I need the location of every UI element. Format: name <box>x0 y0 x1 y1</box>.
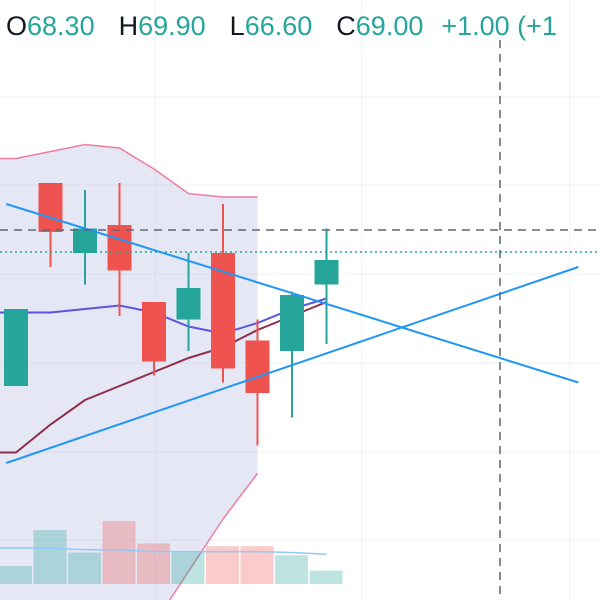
open-value: 68.30 <box>27 11 95 41</box>
candle <box>314 228 339 344</box>
volume-ma-line <box>0 547 327 556</box>
candle-body <box>280 295 304 351</box>
candle <box>245 319 270 446</box>
volume-bar <box>275 555 308 584</box>
volume-bar <box>171 552 205 584</box>
trend-line <box>6 266 579 464</box>
volume-bar <box>33 530 67 584</box>
volume-bar <box>206 546 239 584</box>
close-value: 69.00 <box>355 11 424 41</box>
high-value: 69.90 <box>138 11 206 41</box>
candle <box>176 253 201 351</box>
candle-body <box>107 225 132 271</box>
candle-body <box>314 260 339 285</box>
candle <box>4 309 28 386</box>
candle <box>73 190 97 285</box>
candle-body <box>4 309 28 386</box>
change-value: +1.00 (+1 <box>441 11 557 41</box>
candle-body <box>176 288 201 320</box>
bollinger-lower-line <box>153 473 259 600</box>
open-label: O <box>6 11 28 41</box>
bollinger-upper-line <box>0 143 258 198</box>
high-label: H <box>118 11 139 41</box>
volume-bar <box>0 566 32 584</box>
low-label: L <box>229 11 245 41</box>
volume-bar <box>102 521 136 584</box>
low-value: 66.60 <box>244 11 313 41</box>
candle-body <box>142 302 166 362</box>
volume-bar <box>137 543 170 584</box>
volume-bars <box>0 521 343 584</box>
candle-body <box>38 183 63 232</box>
candle <box>142 302 166 376</box>
candle-body <box>73 228 97 253</box>
candle-body <box>211 253 235 369</box>
ohlc-legend: O68.30 H69.90 L66.60 C69.00 +1.00 (+1 <box>0 6 557 46</box>
candle <box>107 183 132 316</box>
close-label: C <box>336 11 356 41</box>
volume-bar <box>309 570 343 584</box>
candles <box>4 183 339 446</box>
volume-bar <box>68 552 101 584</box>
bollinger-band-fill <box>0 144 258 600</box>
trend-line <box>6 203 579 384</box>
candle <box>38 183 63 267</box>
candle-body <box>245 340 270 393</box>
candle <box>280 291 304 418</box>
